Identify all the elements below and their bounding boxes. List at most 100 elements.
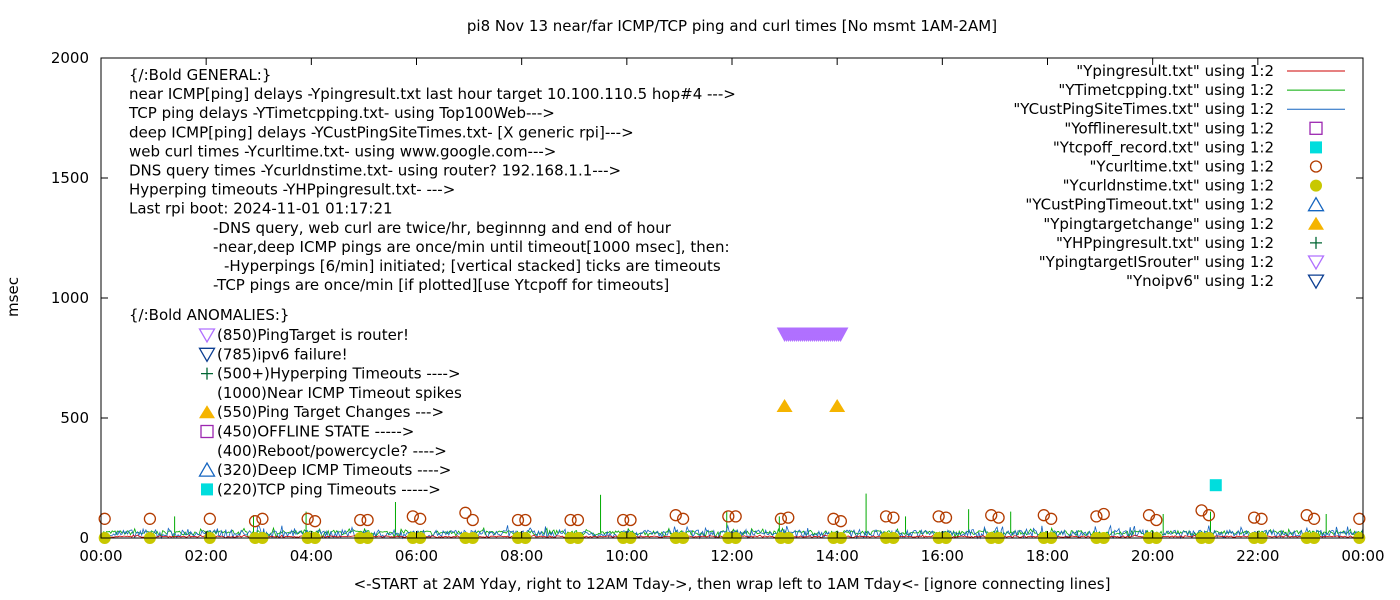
x-tick-label: 20:00	[1131, 547, 1174, 565]
anomaly-marker	[201, 483, 213, 496]
x-tick-label: 10:00	[605, 547, 648, 565]
data-point	[571, 513, 585, 527]
anomaly-marker	[198, 328, 216, 344]
data-point	[834, 515, 847, 528]
data-point	[406, 510, 419, 523]
anomaly-line: (850)PingTarget is router!	[217, 326, 409, 344]
anomaly-marker	[198, 461, 216, 477]
legend-entry: "Ynoipv6" using 1:2	[1126, 272, 1274, 290]
data-point	[248, 515, 262, 528]
data-point	[832, 327, 849, 343]
ticks-layer: 00:00 02:00 04:00 06:00 08:00 10:00 12:00 14:00…	[51, 49, 1385, 565]
y-tick-label: 2000	[51, 49, 89, 67]
legend: "Ypingresult.txt" using 1:2"YTimetcpping…	[1013, 62, 1345, 290]
info-block: {/:Bold GENERAL:}near ICMP[ping] delays …	[128, 66, 736, 498]
anomaly-marker	[201, 367, 213, 380]
legend-swatch	[1307, 196, 1325, 212]
data-point	[985, 509, 998, 522]
data-point	[301, 512, 314, 525]
anomaly-line: (220)TCP ping Timeouts ----->	[217, 480, 441, 498]
info-line: -near,deep ICMP pings are once/min until…	[213, 238, 730, 256]
x-tick-label: 08:00	[500, 547, 543, 565]
data-point	[1307, 512, 1321, 525]
y-tick-label: 500	[60, 409, 89, 427]
data-point	[617, 513, 630, 527]
legend-entry: "YpingtargetISrouter" using 1:2	[1039, 253, 1274, 271]
x-tick-label: 00:00	[79, 547, 122, 565]
anomaly-marker	[200, 424, 214, 439]
data-point	[827, 512, 840, 525]
x-tick-label: 18:00	[1026, 547, 1069, 565]
legend-entry: "YCustPingSiteTimes.txt" using 1:2	[1013, 100, 1274, 118]
anomaly-marker	[198, 347, 216, 363]
data-point	[308, 515, 322, 528]
x-tick-label: 04:00	[290, 547, 333, 565]
anomaly-line: (320)Deep ICMP Timeouts ---->	[217, 461, 451, 479]
info-line: -DNS query, web curl are twice/hr, begin…	[213, 219, 672, 237]
data-point	[1353, 512, 1366, 525]
data-point	[414, 512, 427, 525]
legend-swatch	[1310, 236, 1322, 249]
legend-entry: "YHPpingresult.txt" using 1:2	[1056, 234, 1274, 252]
chart-title: pi8 Nov 13 near/far ICMP/TCP ping and cu…	[467, 17, 997, 35]
x-axis-label: <-START at 2AM Yday, right to 12AM Tday-…	[354, 575, 1111, 593]
info-line: {/:Bold GENERAL:}	[129, 66, 271, 84]
y-tick-label: 1000	[51, 289, 89, 307]
legend-swatch	[1310, 141, 1322, 154]
data-point	[466, 513, 479, 527]
data-point	[1300, 509, 1313, 522]
data-point	[932, 510, 945, 523]
legend-swatch	[1309, 160, 1323, 173]
data-point	[564, 513, 577, 527]
data-point	[256, 512, 269, 525]
legend-swatch	[1307, 274, 1325, 290]
data-point	[879, 510, 893, 523]
anomaly-line: (450)OFFLINE STATE ----->	[217, 423, 414, 441]
data-point	[776, 399, 793, 412]
data-point	[722, 510, 735, 523]
data-point	[1209, 479, 1222, 492]
info-line: -TCP pings are once/min [if plotted][use…	[213, 276, 669, 294]
data-point	[992, 511, 1005, 524]
x-tick-label: 14:00	[816, 547, 859, 565]
info-line: deep ICMP[ping] delays -YCustPingSiteTim…	[129, 123, 634, 141]
data-point	[1255, 512, 1268, 525]
data-point	[1150, 513, 1163, 527]
info-line: DNS query times -Ycurldnstime.txt- using…	[129, 162, 621, 180]
x-tick-label: 16:00	[921, 547, 964, 565]
data-point	[98, 512, 111, 525]
legend-swatch	[1310, 179, 1322, 192]
legend-entry: "Ycurldnstime.txt" using 1:2	[1063, 177, 1274, 195]
anomaly-line: (785)ipv6 failure!	[217, 345, 348, 363]
legend-swatch	[1308, 216, 1324, 230]
legend-entry: "Ycurltime.txt" using 1:2	[1089, 158, 1274, 176]
info-line: -Hyperpings [6/min] initiated; [vertical…	[224, 257, 721, 275]
legend-entry: "Ytcpoff_record.txt" using 1:2	[1053, 138, 1274, 157]
data-point	[669, 509, 682, 522]
data-point	[511, 513, 525, 527]
y-tick-label: 0	[79, 529, 89, 547]
x-tick-label: 22:00	[1236, 547, 1279, 565]
anomaly-line: (400)Reboot/powercycle? ---->	[217, 442, 447, 460]
data-point	[1037, 509, 1050, 522]
data-point	[1090, 510, 1103, 523]
x-tick-label: 12:00	[710, 547, 753, 565]
legend-entry: "Yofflineresult.txt" using 1:2	[1064, 119, 1274, 137]
x-tick-label: 00:00	[1341, 547, 1384, 565]
data-point	[1202, 509, 1216, 522]
data-point	[354, 513, 367, 527]
data-point	[676, 512, 690, 525]
plot-frame	[100, 57, 1364, 539]
data-point	[1045, 512, 1058, 525]
data-point	[829, 399, 846, 412]
info-line: near ICMP[ping] delays -Ypingresult.txt …	[129, 85, 736, 103]
info-line: Last rpi boot: 2024-11-01 01:17:21	[129, 200, 393, 218]
anomaly-marker	[199, 405, 215, 419]
anomaly-line: (1000)Near ICMP Timeout spikes	[217, 384, 462, 402]
y-axis-label: msec	[4, 277, 22, 317]
x-tick-label: 06:00	[395, 547, 438, 565]
info-line: Hyperping timeouts -YHPpingresult.txt- -…	[129, 181, 455, 199]
legend-entry: "YCustPingTimeout.txt" using 1:2	[1025, 196, 1274, 214]
data-point	[939, 511, 953, 524]
